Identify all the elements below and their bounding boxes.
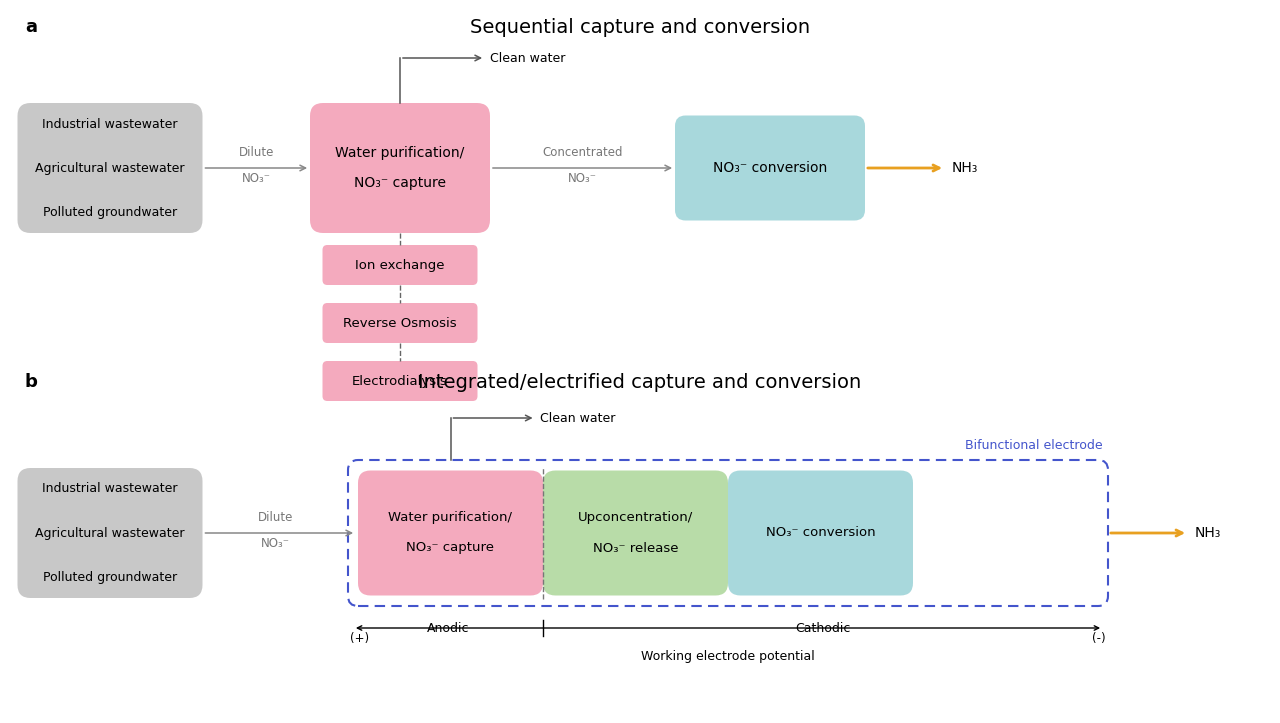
Text: Industrial wastewater

Agricultural wastewater

Polluted groundwater: Industrial wastewater Agricultural waste… (36, 482, 184, 583)
Text: NO₃⁻ capture: NO₃⁻ capture (355, 176, 445, 190)
Text: Upconcentration/: Upconcentration/ (577, 511, 694, 524)
FancyBboxPatch shape (358, 471, 543, 596)
Text: NO₃⁻ capture: NO₃⁻ capture (407, 542, 494, 555)
Text: NO₃⁻: NO₃⁻ (242, 172, 271, 185)
Text: Water purification/: Water purification/ (389, 511, 512, 524)
Text: NH₃: NH₃ (952, 161, 978, 175)
FancyBboxPatch shape (675, 116, 865, 221)
Text: Industrial wastewater

Agricultural wastewater

Polluted groundwater: Industrial wastewater Agricultural waste… (36, 118, 184, 218)
Text: NO₃⁻: NO₃⁻ (568, 172, 596, 185)
FancyBboxPatch shape (728, 471, 913, 596)
Text: Dilute: Dilute (238, 146, 274, 159)
Text: Anodic: Anodic (426, 622, 470, 635)
FancyBboxPatch shape (323, 361, 477, 401)
Text: (+): (+) (349, 632, 369, 645)
Text: Clean water: Clean water (490, 51, 566, 64)
Text: NO₃⁻: NO₃⁻ (261, 537, 289, 550)
Text: Clean water: Clean water (540, 411, 616, 424)
Text: Dilute: Dilute (257, 511, 293, 524)
Text: Bifunctional electrode: Bifunctional electrode (965, 439, 1103, 452)
Text: Sequential capture and conversion: Sequential capture and conversion (470, 18, 810, 37)
Text: Cathodic: Cathodic (795, 622, 851, 635)
Text: a: a (26, 18, 37, 36)
FancyBboxPatch shape (323, 245, 477, 285)
Text: Ion exchange: Ion exchange (356, 259, 444, 272)
FancyBboxPatch shape (323, 303, 477, 343)
FancyBboxPatch shape (18, 103, 202, 233)
FancyBboxPatch shape (543, 471, 728, 596)
Text: Working electrode potential: Working electrode potential (641, 650, 815, 663)
Text: b: b (26, 373, 38, 391)
Text: (-): (-) (1092, 632, 1106, 645)
Text: Electrodialysis: Electrodialysis (352, 375, 448, 388)
FancyBboxPatch shape (18, 468, 202, 598)
Text: NO₃⁻ conversion: NO₃⁻ conversion (765, 526, 876, 539)
Text: Reverse Osmosis: Reverse Osmosis (343, 317, 457, 330)
Text: Concentrated: Concentrated (543, 146, 623, 159)
Text: Water purification/: Water purification/ (335, 146, 465, 160)
Text: NO₃⁻ release: NO₃⁻ release (593, 542, 678, 555)
Text: Integrated/electrified capture and conversion: Integrated/electrified capture and conve… (419, 373, 861, 392)
Text: NH₃: NH₃ (1196, 526, 1221, 540)
FancyBboxPatch shape (310, 103, 490, 233)
Text: NO₃⁻ conversion: NO₃⁻ conversion (713, 161, 827, 175)
